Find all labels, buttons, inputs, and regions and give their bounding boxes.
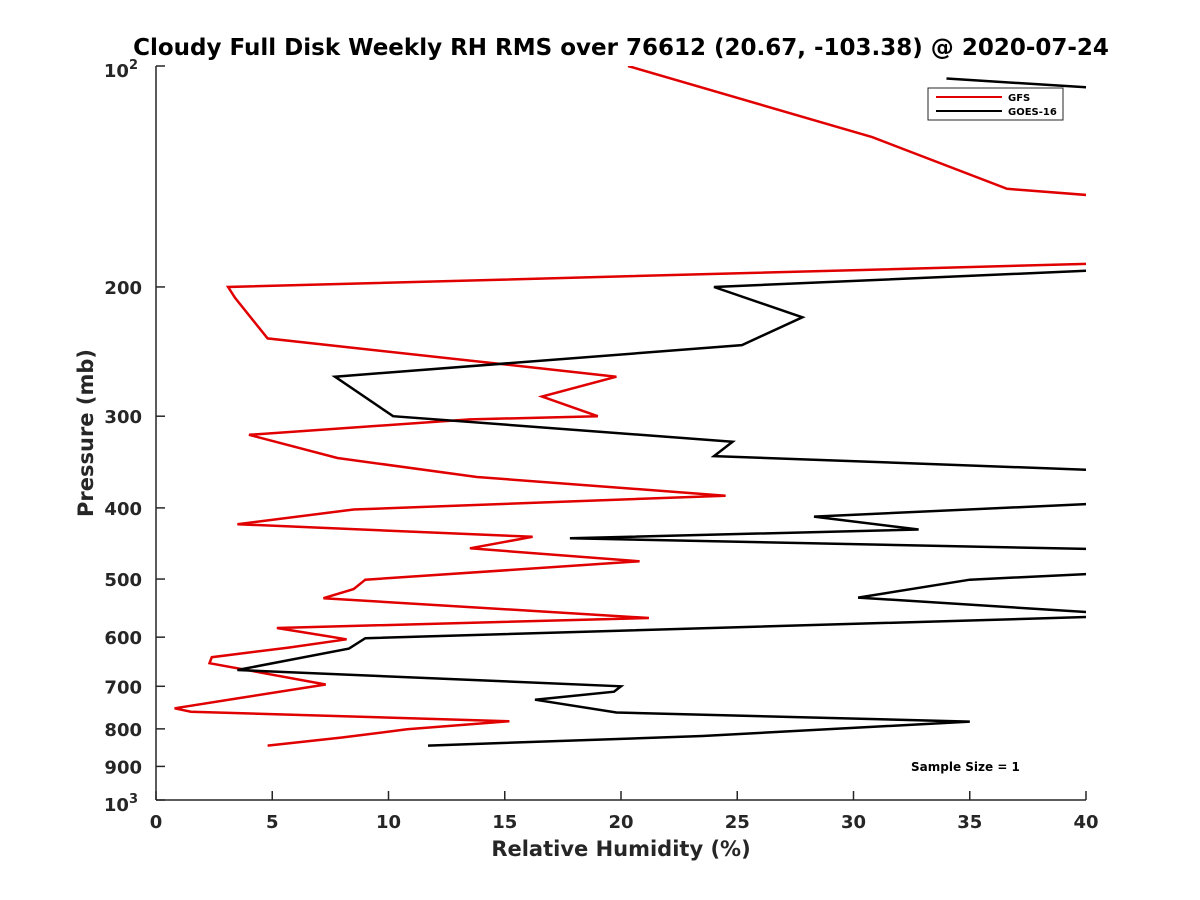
y-tick-bottom-label: 103 [104, 792, 138, 816]
series-layer [174, 66, 1086, 747]
y-ticks: 200 300 400 500 600 700 800 900 [104, 65, 165, 801]
y-tick-bottom-exp: 3 [129, 792, 138, 807]
y-tick-label: 400 [104, 499, 142, 520]
y-tick-bottom-base: 10 [104, 795, 129, 816]
sample-size-annotation: Sample Size = 1 [911, 760, 1020, 774]
x-tick-label: 40 [1073, 812, 1098, 833]
x-tick-label: 20 [608, 812, 633, 833]
y-tick-top-label: 102 [104, 58, 138, 82]
y-tick-label: 200 [104, 278, 142, 299]
svg-text:102: 102 [104, 58, 138, 82]
series-line-goes16 [946, 77, 1086, 89]
x-tick-label: 25 [725, 812, 750, 833]
series-line-gfs [627, 66, 1086, 197]
x-tick-label: 5 [266, 812, 279, 833]
x-tick-label: 35 [957, 812, 982, 833]
y-tick-label: 900 [104, 757, 142, 778]
y-tick-top-exp: 2 [129, 58, 138, 73]
x-tick-label: 10 [376, 812, 401, 833]
x-axis-label: Relative Humidity (%) [491, 837, 750, 861]
y-tick-label: 600 [104, 628, 142, 649]
y-axis-label: Pressure (mb) [74, 349, 98, 517]
legend-label-goes16: GOES-16 [1008, 107, 1057, 118]
x-tick-label: 15 [492, 812, 517, 833]
legend-box [927, 87, 1064, 121]
y-tick-label: 800 [104, 720, 142, 741]
y-tick-top-base: 10 [104, 61, 129, 82]
x-tick-label: 0 [150, 812, 163, 833]
x-tick-label: 30 [841, 812, 866, 833]
y-tick-label: 700 [104, 677, 142, 698]
series-line-goes16 [569, 502, 1086, 551]
series-line-goes16 [237, 572, 1086, 747]
legend-label-gfs: GFS [1008, 93, 1030, 104]
y-tick-label: 500 [104, 570, 142, 591]
legend: GFS GOES-16 [927, 87, 1064, 121]
svg-text:103: 103 [104, 792, 138, 816]
series-line-goes16 [331, 269, 1086, 471]
series-line-gfs [174, 262, 1086, 747]
chart-title: Cloudy Full Disk Weekly RH RMS over 7661… [133, 35, 1109, 61]
y-tick-label: 300 [104, 407, 142, 428]
x-ticks: 0 5 10 15 20 25 30 35 40 [150, 791, 1099, 833]
